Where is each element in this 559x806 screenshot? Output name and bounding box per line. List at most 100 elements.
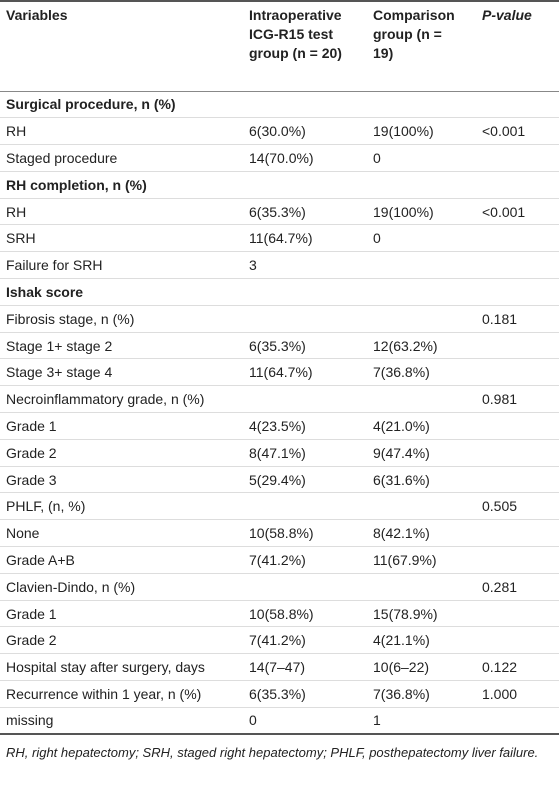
table-cell [367,278,476,306]
table-cell [476,519,559,548]
table-cell [476,358,559,387]
table-cell: 7(41.2%) [243,626,367,655]
table-cell: PHLF, (n, %) [0,492,243,521]
table-row: Fibrosis stage, n (%) 0.181 [0,305,559,333]
table-cell: 7(36.8%) [367,680,476,708]
table-cell: 5(29.4%) [243,466,367,494]
table-row: SRH 11(64.7%) 0 [0,224,559,253]
table-cell: 14(7–47) [243,653,367,682]
table-cell: 4(21.0%) [367,412,476,440]
header-cell: Comparison group (n = 19) [367,0,476,92]
table-cell: 11(64.7%) [243,224,367,253]
table-cell: 10(6–22) [367,653,476,682]
data-table: Variables Intraoperative ICG-R15 test gr… [0,0,559,736]
table-row: Staged procedure 14(70.0%) 0 [0,144,559,172]
table-cell: 8(42.1%) [367,519,476,548]
table-cell: 6(35.3%) [243,332,367,360]
table-cell [367,305,476,333]
section-row: RH completion, n (%) [0,171,559,199]
table-cell: 6(31.6%) [367,466,476,494]
table-cell: 12(63.2%) [367,332,476,360]
table-cell [243,573,367,601]
table-cell: 4(23.5%) [243,412,367,440]
table-cell: None [0,519,243,548]
table-cell: Stage 3+ stage 4 [0,358,243,387]
table-cell: 4(21.1%) [367,626,476,655]
table-cell: Grade 1 [0,600,243,628]
table-cell [243,91,367,119]
table-cell [243,492,367,521]
table-row: missing 0 1 [0,707,559,736]
table-cell: Grade 2 [0,439,243,467]
table-cell [476,91,559,119]
table-row: Grade 3 5(29.4%) 6(31.6%) [0,466,559,494]
table-cell [367,251,476,280]
table-cell: 0.122 [476,653,559,682]
table-cell: Grade 3 [0,466,243,494]
table-cell [476,707,559,736]
table-cell: Recurrence within 1 year, n (%) [0,680,243,708]
section-row: Surgical procedure, n (%) [0,91,559,119]
table-cell: Ishak score [0,278,243,306]
footnote: RH, right hepatectomy; SRH, staged right… [6,745,539,761]
table-cell: 6(35.3%) [243,198,367,226]
table-row: Grade 1 4(23.5%) 4(21.0%) [0,412,559,440]
header-cell: Variables [0,0,243,92]
table-cell: 7(36.8%) [367,358,476,387]
table-row: Failure for SRH 3 [0,251,559,280]
table-cell: Grade 1 [0,412,243,440]
table-cell: 0.181 [476,305,559,333]
table-cell: Surgical procedure, n (%) [0,91,243,119]
table-cell [476,546,559,574]
table-cell: 6(30.0%) [243,117,367,146]
table-cell: 8(47.1%) [243,439,367,467]
table-cell [367,492,476,521]
table-row: Stage 3+ stage 4 11(64.7%) 7(36.8%) [0,358,559,387]
table-cell [476,600,559,628]
table-row: Grade 2 8(47.1%) 9(47.4%) [0,439,559,467]
table-cell: <0.001 [476,198,559,226]
table-cell [476,278,559,306]
table-cell [476,224,559,253]
table-row: Necroinflammatory grade, n (%) 0.981 [0,385,559,414]
table-cell: 7(41.2%) [243,546,367,574]
table-cell [476,466,559,494]
table-cell [476,251,559,280]
table-row: Hospital stay after surgery, days 14(7–47… [0,653,559,682]
table-cell [243,385,367,414]
table-cell: 0.981 [476,385,559,414]
header-text: Variables [6,7,68,23]
table-cell: 10(58.8%) [243,600,367,628]
table-body: Surgical procedure, n (%) RH 6(30.0%) 19(10… [0,91,559,736]
table-cell [243,278,367,306]
table-cell: Grade 2 [0,626,243,655]
table-cell [367,573,476,601]
table-cell: 0.505 [476,492,559,521]
table-row: Grade 1 10(58.8%) 15(78.9%) [0,600,559,628]
table-cell: 1 [367,707,476,736]
header-cell: P-value [476,0,559,92]
table-header: Variables Intraoperative ICG-R15 test gr… [0,0,559,92]
table-cell: Failure for SRH [0,251,243,280]
table-cell: Clavien-Dindo, n (%) [0,573,243,601]
table-row: Grade 2 7(41.2%) 4(21.1%) [0,626,559,655]
table-cell: SRH [0,224,243,253]
header-text: Comparison group (n = 19) [373,7,455,61]
table-cell [243,171,367,199]
table-cell: Grade A+B [0,546,243,574]
table-cell: RH completion, n (%) [0,171,243,199]
table-cell: 11(67.9%) [367,546,476,574]
table-row: Clavien-Dindo, n (%) 0.281 [0,573,559,601]
table-cell [476,626,559,655]
table-cell: 19(100%) [367,117,476,146]
table-cell: 0 [243,707,367,736]
table-cell: 6(35.3%) [243,680,367,708]
table-row: Stage 1+ stage 2 6(35.3%) 12(63.2%) [0,332,559,360]
table-cell: missing [0,707,243,736]
table-row: RH 6(35.3%) 19(100%) <0.001 [0,198,559,226]
table-cell [476,412,559,440]
section-row: Ishak score [0,278,559,306]
table-cell: 15(78.9%) [367,600,476,628]
header-row: Variables Intraoperative ICG-R15 test gr… [0,0,559,92]
header-text: P-value [482,7,532,23]
